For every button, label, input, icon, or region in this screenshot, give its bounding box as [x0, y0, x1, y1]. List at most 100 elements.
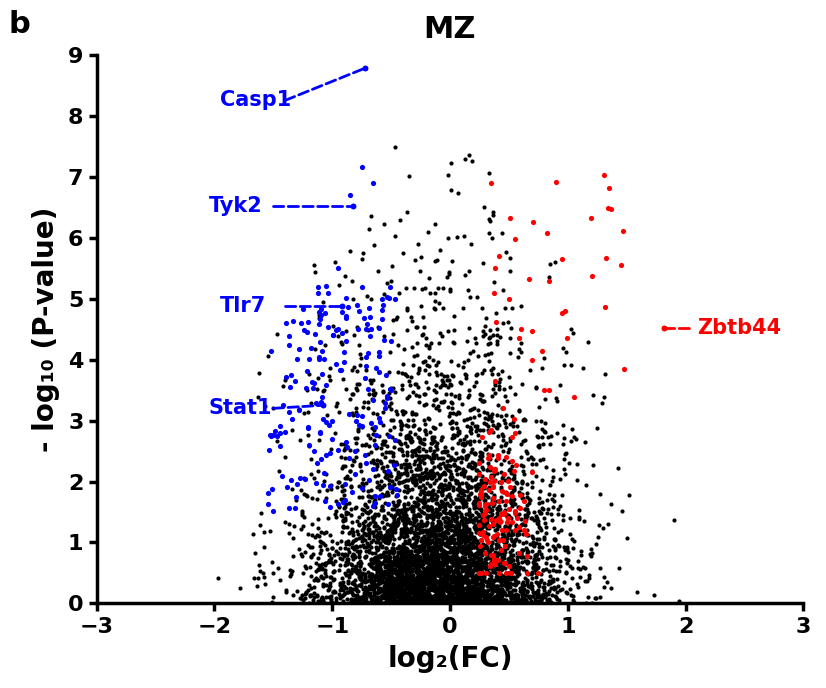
Point: [408, 582, 421, 593]
Point: [432, 486, 445, 497]
Point: [544, 259, 557, 270]
Point: [326, 587, 339, 598]
Point: [339, 549, 352, 560]
Point: [394, 567, 407, 578]
Point: [508, 499, 521, 510]
Point: [421, 551, 434, 562]
Point: [438, 552, 451, 563]
Point: [417, 581, 430, 592]
Point: [398, 578, 411, 589]
Point: [375, 574, 388, 585]
Point: [414, 494, 427, 505]
Point: [496, 486, 510, 497]
Point: [496, 585, 509, 596]
Point: [451, 582, 464, 593]
Point: [366, 514, 379, 525]
Point: [487, 495, 500, 506]
Point: [363, 223, 376, 234]
Point: [399, 480, 412, 491]
Point: [482, 450, 496, 461]
Point: [375, 502, 388, 513]
Point: [449, 580, 463, 591]
Point: [457, 513, 470, 524]
Point: [319, 558, 332, 569]
Point: [450, 593, 463, 604]
Point: [359, 477, 373, 488]
Point: [455, 533, 468, 544]
Point: [509, 507, 522, 518]
Point: [354, 581, 368, 592]
Point: [362, 570, 375, 581]
Point: [406, 569, 419, 580]
Point: [469, 482, 482, 493]
Point: [519, 515, 532, 526]
Point: [405, 587, 418, 598]
Point: [430, 544, 443, 555]
Point: [453, 569, 466, 580]
Point: [382, 489, 395, 500]
Point: [510, 477, 523, 488]
Point: [437, 466, 450, 477]
Point: [355, 567, 368, 578]
Point: [449, 546, 462, 557]
Point: [425, 536, 439, 547]
Point: [403, 517, 416, 528]
Point: [415, 590, 429, 601]
Point: [416, 480, 430, 491]
Point: [380, 486, 393, 497]
Point: [507, 572, 520, 583]
Point: [487, 494, 500, 505]
Point: [455, 468, 468, 479]
Point: [430, 549, 444, 560]
Point: [473, 572, 487, 583]
Point: [423, 541, 436, 552]
Point: [346, 294, 359, 305]
Point: [425, 597, 439, 608]
Point: [586, 597, 599, 608]
Point: [516, 562, 529, 573]
Point: [338, 588, 351, 599]
Point: [367, 497, 380, 508]
Point: [475, 587, 488, 598]
Point: [341, 508, 354, 519]
Point: [513, 595, 526, 606]
Point: [418, 546, 431, 557]
Point: [487, 549, 500, 560]
Point: [512, 427, 525, 438]
Point: [383, 482, 396, 493]
Point: [431, 597, 444, 608]
Point: [384, 520, 397, 531]
Point: [399, 283, 412, 294]
Point: [501, 529, 515, 540]
Point: [478, 497, 491, 508]
Point: [550, 177, 563, 188]
Point: [472, 579, 486, 590]
Point: [463, 580, 477, 591]
Point: [529, 471, 543, 482]
Point: [437, 598, 450, 609]
Point: [420, 450, 433, 461]
Point: [364, 537, 377, 548]
Point: [340, 522, 354, 533]
Point: [413, 591, 426, 602]
Point: [430, 545, 444, 556]
Point: [377, 420, 390, 431]
Point: [297, 568, 310, 579]
Point: [435, 594, 449, 605]
Point: [258, 572, 271, 583]
Point: [477, 515, 491, 526]
Point: [446, 508, 459, 519]
Point: [425, 561, 438, 572]
Point: [422, 585, 435, 596]
Point: [475, 476, 488, 487]
Point: [371, 554, 384, 565]
Point: [458, 521, 471, 532]
Point: [415, 330, 429, 341]
Point: [433, 566, 446, 577]
Point: [262, 350, 275, 361]
Point: [414, 578, 427, 589]
Point: [571, 581, 584, 592]
Point: [495, 576, 508, 587]
Point: [452, 392, 465, 403]
Point: [472, 494, 486, 505]
